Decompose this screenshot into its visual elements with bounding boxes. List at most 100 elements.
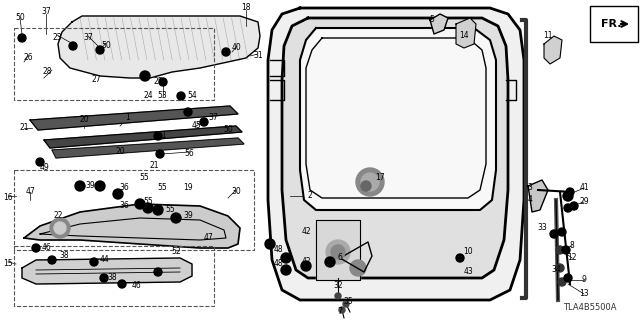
- Text: 34: 34: [551, 266, 561, 275]
- Circle shape: [75, 181, 85, 191]
- Circle shape: [18, 34, 26, 42]
- Text: 36: 36: [119, 202, 129, 211]
- Polygon shape: [44, 126, 242, 148]
- Polygon shape: [430, 14, 448, 34]
- Circle shape: [222, 48, 230, 56]
- Text: 52: 52: [171, 247, 181, 257]
- Text: 17: 17: [375, 173, 385, 182]
- Text: 51: 51: [157, 132, 167, 140]
- Circle shape: [325, 257, 335, 267]
- Text: 7: 7: [337, 308, 342, 316]
- Circle shape: [563, 191, 573, 201]
- Polygon shape: [528, 180, 548, 212]
- Text: 48: 48: [273, 260, 283, 268]
- Text: 45: 45: [191, 122, 201, 131]
- Circle shape: [566, 188, 574, 196]
- Circle shape: [281, 253, 291, 263]
- Text: 20: 20: [79, 116, 89, 124]
- Circle shape: [69, 42, 77, 50]
- Circle shape: [32, 244, 40, 252]
- Text: 29: 29: [579, 197, 589, 206]
- Text: 48: 48: [273, 245, 283, 254]
- Text: 25: 25: [153, 77, 163, 86]
- Text: 27: 27: [91, 76, 101, 84]
- Circle shape: [36, 158, 44, 166]
- Text: 46: 46: [131, 282, 141, 291]
- Text: 16: 16: [3, 194, 13, 203]
- Text: 24: 24: [143, 92, 153, 100]
- Text: 6: 6: [337, 253, 342, 262]
- FancyBboxPatch shape: [590, 6, 638, 42]
- Polygon shape: [58, 16, 260, 78]
- Polygon shape: [282, 18, 508, 278]
- Text: 55: 55: [143, 197, 153, 206]
- Circle shape: [343, 301, 349, 307]
- Text: 37: 37: [41, 7, 51, 17]
- Circle shape: [177, 92, 185, 100]
- Circle shape: [301, 261, 311, 271]
- Circle shape: [558, 228, 566, 236]
- Circle shape: [339, 307, 345, 313]
- Text: 38: 38: [59, 252, 69, 260]
- Text: 8: 8: [570, 242, 574, 251]
- Circle shape: [335, 293, 341, 299]
- Circle shape: [100, 274, 108, 282]
- Polygon shape: [544, 36, 562, 64]
- Text: 26: 26: [23, 53, 33, 62]
- Text: 4: 4: [527, 196, 532, 204]
- Text: 12: 12: [567, 253, 577, 262]
- Text: 43: 43: [463, 268, 473, 276]
- Text: 13: 13: [579, 290, 589, 299]
- Text: 55: 55: [157, 183, 167, 193]
- Circle shape: [96, 46, 104, 54]
- Text: 37: 37: [208, 114, 218, 123]
- Text: 54: 54: [187, 92, 197, 100]
- Text: 21: 21: [19, 124, 29, 132]
- Circle shape: [154, 268, 162, 276]
- Polygon shape: [30, 106, 238, 130]
- Circle shape: [95, 181, 105, 191]
- Circle shape: [326, 240, 350, 264]
- Circle shape: [550, 230, 558, 238]
- Text: 2: 2: [308, 191, 312, 201]
- Text: 47: 47: [203, 234, 213, 243]
- Text: 41: 41: [579, 183, 589, 193]
- Text: 30: 30: [231, 188, 241, 196]
- Circle shape: [113, 189, 123, 199]
- Text: 21: 21: [149, 162, 159, 171]
- Circle shape: [118, 280, 126, 288]
- Text: 55: 55: [165, 205, 175, 214]
- Polygon shape: [268, 8, 524, 300]
- Polygon shape: [316, 220, 360, 280]
- Text: 31: 31: [253, 52, 263, 60]
- Text: 44: 44: [99, 255, 109, 265]
- Circle shape: [456, 254, 464, 262]
- Circle shape: [140, 71, 150, 81]
- Text: 10: 10: [463, 247, 473, 257]
- Text: 5: 5: [429, 15, 435, 25]
- Circle shape: [361, 181, 371, 191]
- Circle shape: [135, 199, 145, 209]
- Circle shape: [556, 264, 564, 272]
- Text: 39: 39: [183, 212, 193, 220]
- Text: 40: 40: [232, 44, 242, 52]
- Text: 49: 49: [39, 164, 49, 172]
- Circle shape: [356, 168, 384, 196]
- Text: 42: 42: [301, 228, 311, 236]
- Polygon shape: [52, 138, 244, 158]
- Circle shape: [48, 256, 56, 264]
- Circle shape: [556, 246, 564, 254]
- Circle shape: [265, 239, 275, 249]
- Circle shape: [281, 265, 291, 275]
- Text: 19: 19: [183, 183, 193, 193]
- Polygon shape: [456, 18, 476, 48]
- Text: 9: 9: [582, 276, 586, 284]
- Circle shape: [153, 205, 163, 215]
- Text: TLA4B5500A: TLA4B5500A: [563, 303, 617, 313]
- Text: 23: 23: [52, 34, 62, 43]
- Text: 32: 32: [333, 282, 343, 291]
- Circle shape: [331, 245, 345, 259]
- Circle shape: [154, 132, 162, 140]
- Polygon shape: [300, 28, 496, 210]
- Text: 11: 11: [543, 31, 553, 41]
